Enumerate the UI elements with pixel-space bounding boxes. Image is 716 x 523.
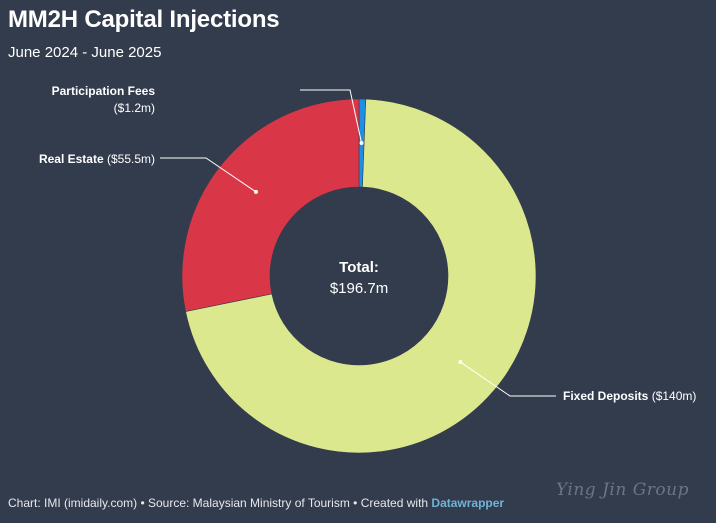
slice-label-value: ($1.2m) bbox=[114, 101, 155, 115]
slice-fixed-deposits[interactable] bbox=[185, 98, 537, 454]
slice-real-estate[interactable] bbox=[181, 98, 360, 312]
center-total-value: $196.7m bbox=[330, 280, 388, 297]
slice-label-name: Real Estate bbox=[39, 152, 104, 166]
slice-label-value: ($55.5m) bbox=[104, 152, 155, 166]
chart-title: MM2H Capital Injections bbox=[8, 6, 280, 33]
leader-line-participation-fees bbox=[300, 89, 363, 144]
leader-line-real-estate bbox=[160, 157, 257, 193]
leader-dot-participation-fees bbox=[359, 141, 364, 146]
center-total-label: Total: bbox=[339, 259, 379, 276]
chart-footer: Chart: IMI (imidaily.com) • Source: Mala… bbox=[8, 496, 504, 510]
slice-label-real-estate: Real Estate ($55.5m) bbox=[39, 152, 155, 166]
leader-dot-real-estate bbox=[253, 189, 258, 194]
datawrapper-link[interactable]: Datawrapper bbox=[431, 496, 505, 510]
leader-dot-fixed-deposits bbox=[458, 360, 463, 365]
leader-line-fixed-deposits bbox=[460, 361, 556, 397]
footer-credit: Chart: IMI (imidaily.com) • Source: Mala… bbox=[8, 496, 432, 510]
slice-label-participation-fees: Participation Fees ($1.2m) bbox=[52, 84, 156, 115]
slice-label-value: ($140m) bbox=[648, 389, 696, 403]
slice-label-fixed-deposits: Fixed Deposits ($140m) bbox=[563, 389, 696, 403]
slice-label-name: Participation Fees bbox=[52, 84, 156, 98]
slice-label-name: Fixed Deposits bbox=[563, 389, 649, 403]
chart-subtitle: June 2024 - June 2025 bbox=[8, 44, 162, 61]
watermark: Ying Jin Group bbox=[556, 480, 689, 500]
